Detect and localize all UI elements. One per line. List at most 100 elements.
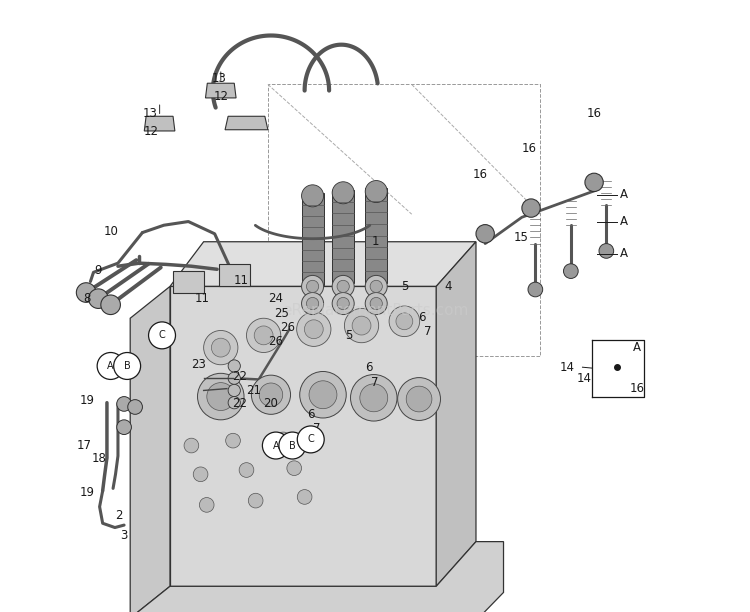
Circle shape — [76, 283, 96, 302]
Text: 5: 5 — [400, 280, 408, 293]
Circle shape — [297, 426, 324, 453]
Circle shape — [128, 400, 142, 414]
Circle shape — [599, 244, 613, 258]
Circle shape — [239, 463, 254, 477]
Text: B: B — [289, 441, 296, 450]
Circle shape — [476, 225, 494, 243]
Text: 16: 16 — [472, 168, 488, 181]
Circle shape — [251, 375, 290, 414]
Circle shape — [365, 181, 387, 203]
Text: 4: 4 — [445, 280, 452, 293]
Circle shape — [228, 372, 240, 384]
Polygon shape — [170, 242, 476, 286]
Circle shape — [396, 313, 412, 330]
Circle shape — [337, 297, 350, 310]
Circle shape — [307, 297, 319, 310]
Text: 9: 9 — [94, 264, 102, 277]
Circle shape — [307, 280, 319, 293]
Circle shape — [279, 432, 306, 459]
Circle shape — [337, 280, 350, 293]
Text: 17: 17 — [76, 439, 92, 452]
Circle shape — [370, 280, 382, 293]
Text: 1: 1 — [371, 235, 379, 248]
Circle shape — [332, 182, 354, 204]
Text: 14: 14 — [560, 360, 575, 374]
Text: 15: 15 — [513, 231, 528, 244]
Circle shape — [194, 467, 208, 482]
Text: 13: 13 — [211, 72, 226, 85]
Circle shape — [365, 293, 387, 315]
Text: 22: 22 — [232, 397, 247, 411]
Circle shape — [302, 185, 323, 207]
Circle shape — [304, 320, 323, 338]
Circle shape — [184, 438, 199, 453]
Text: A: A — [620, 188, 628, 201]
Circle shape — [211, 338, 230, 357]
Text: 7: 7 — [424, 325, 432, 338]
Text: 21: 21 — [246, 384, 261, 397]
Text: 11: 11 — [195, 292, 210, 305]
Text: C: C — [159, 330, 166, 340]
Polygon shape — [206, 83, 236, 98]
Text: 11: 11 — [234, 274, 249, 287]
Text: 23: 23 — [191, 357, 206, 371]
Circle shape — [286, 461, 302, 476]
Circle shape — [344, 308, 379, 343]
Circle shape — [297, 312, 331, 346]
Circle shape — [228, 360, 240, 372]
Text: A: A — [620, 247, 628, 261]
Circle shape — [360, 384, 388, 412]
Text: 16: 16 — [586, 106, 602, 120]
Text: 8: 8 — [84, 292, 91, 305]
Text: 14: 14 — [577, 371, 592, 385]
Circle shape — [226, 433, 240, 448]
Text: C: C — [308, 435, 314, 444]
Circle shape — [117, 420, 131, 435]
Circle shape — [398, 378, 440, 420]
Circle shape — [585, 173, 603, 192]
Text: A: A — [620, 215, 628, 228]
Text: 3: 3 — [121, 529, 128, 542]
Circle shape — [350, 375, 397, 421]
Circle shape — [248, 493, 263, 508]
Polygon shape — [219, 264, 250, 286]
Circle shape — [389, 306, 420, 337]
Circle shape — [100, 295, 121, 315]
Text: 13: 13 — [142, 106, 158, 120]
Text: 19: 19 — [80, 486, 94, 499]
Text: 5: 5 — [346, 329, 353, 342]
Polygon shape — [225, 116, 268, 130]
Circle shape — [332, 275, 354, 297]
Circle shape — [297, 490, 312, 504]
Circle shape — [352, 316, 371, 335]
Circle shape — [88, 289, 108, 308]
Text: 26: 26 — [268, 335, 284, 348]
Circle shape — [302, 275, 323, 297]
Circle shape — [522, 199, 540, 217]
Text: 16: 16 — [522, 141, 537, 155]
Polygon shape — [436, 242, 476, 586]
Text: 26: 26 — [280, 321, 296, 334]
Circle shape — [309, 381, 337, 409]
Polygon shape — [130, 542, 503, 612]
Text: A: A — [272, 441, 279, 450]
Text: eReplacementParts.com: eReplacementParts.com — [282, 304, 468, 318]
Circle shape — [207, 382, 235, 411]
Text: 20: 20 — [263, 397, 278, 411]
Circle shape — [148, 322, 176, 349]
Circle shape — [117, 397, 131, 411]
Text: 12: 12 — [144, 125, 159, 138]
Circle shape — [262, 432, 290, 459]
Text: 19: 19 — [80, 394, 94, 408]
Text: 6: 6 — [365, 360, 373, 374]
Circle shape — [197, 373, 244, 420]
Polygon shape — [130, 286, 170, 612]
Text: 10: 10 — [104, 225, 118, 238]
Circle shape — [302, 293, 323, 315]
Circle shape — [332, 293, 354, 315]
Circle shape — [228, 384, 240, 397]
Text: 24: 24 — [268, 292, 284, 305]
Circle shape — [406, 386, 432, 412]
Text: A: A — [107, 361, 114, 371]
Circle shape — [300, 371, 346, 418]
